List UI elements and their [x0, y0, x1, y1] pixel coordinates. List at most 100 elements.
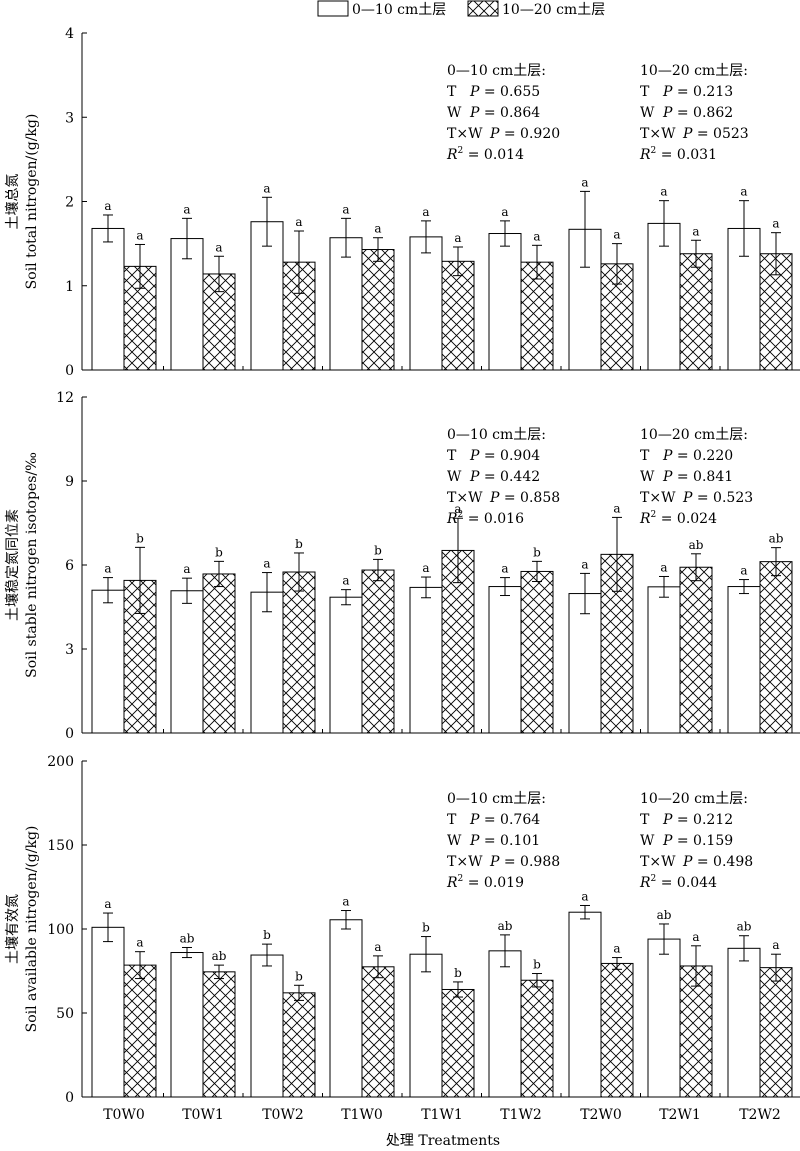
significance-letter: ab [498, 919, 513, 933]
stats-factor: T×W [640, 490, 676, 506]
bar-0-10cm [488, 233, 522, 371]
bar-0-10cm [91, 227, 125, 371]
stats-p-value: P = 0.841 [662, 469, 733, 485]
bar-0-10cm [568, 911, 602, 1098]
significance-letter: b [533, 545, 541, 559]
stats-p-value: P = 0.655 [469, 84, 540, 100]
significance-letter: a [613, 501, 620, 515]
stats-r2: R2 = 0.019 [446, 874, 524, 891]
stats-p-value: P = 0.920 [489, 126, 560, 142]
significance-letter: a [183, 202, 190, 216]
stats-factor: T×W [640, 126, 676, 142]
bar-0-10cm [647, 938, 681, 1098]
significance-letter: a [263, 181, 270, 195]
legend-swatch-crosshatch [467, 0, 499, 17]
bar-0-10cm [488, 950, 522, 1098]
significance-letter: b [454, 966, 462, 980]
significance-letter: b [374, 543, 382, 557]
stats-p-value: P = 0.159 [662, 833, 733, 849]
stats-factor: W [447, 105, 462, 121]
significance-letter: a [581, 175, 588, 189]
stats-factor: W [640, 105, 655, 121]
significance-letter: a [501, 205, 508, 219]
stats-factor: T×W [447, 490, 483, 506]
bar-10-20cm [361, 569, 395, 734]
stats-r2: R2 = 0.031 [639, 146, 717, 163]
significance-letter: ab [689, 538, 704, 552]
y-tick-label: 12 [56, 390, 74, 406]
stats-p-value: P = 0.862 [662, 105, 733, 121]
significance-letter: b [136, 531, 144, 545]
stats-r2: R2 = 0.014 [446, 146, 524, 163]
bar-0-10cm [727, 947, 761, 1098]
significance-letter: a [772, 217, 779, 231]
legend: 0—10 cm土层 10—20 cm土层 [317, 0, 605, 18]
significance-letter: a [692, 224, 699, 238]
stats-title: 10—20 cm土层: [640, 791, 748, 807]
x-axis-title: 处理 Treatments [386, 1133, 500, 1149]
stats-factor: T [447, 812, 457, 828]
significance-letter: a [295, 215, 302, 229]
bar-10-20cm [520, 570, 554, 734]
stats-title: 0—10 cm土层: [447, 791, 546, 807]
bar-0-10cm [488, 586, 522, 734]
y-tick-label: 4 [65, 26, 74, 42]
y-tick-label: 2 [65, 195, 74, 211]
significance-letter: a [342, 895, 349, 909]
significance-letter: a [422, 205, 429, 219]
significance-letter: a [613, 942, 620, 956]
significance-letter: a [740, 564, 747, 578]
x-tick-label: T2W2 [739, 1107, 781, 1123]
significance-letter: a [533, 229, 540, 243]
stats-p-value: P = 0.213 [662, 84, 733, 100]
bar-0-10cm [329, 596, 363, 734]
x-tick-label: T0W0 [103, 1107, 145, 1123]
stats-p-value: P = 0.858 [489, 490, 560, 506]
stats-r2: R2 = 0.016 [446, 510, 524, 527]
stats-r2: R2 = 0.024 [639, 510, 717, 527]
significance-letter: b [295, 537, 303, 551]
bar-0-10cm [647, 222, 681, 371]
significance-letter: a [581, 557, 588, 571]
significance-letter: a [136, 936, 143, 950]
bar-0-10cm [329, 237, 363, 371]
chart-panel-1: 0 1 2 3 4 土壤总氮 Soil total nitrogen/(g/kg) a a a a a… [4, 26, 800, 379]
y-axis-label-en: Soil stable nitrogen isotopes/‰ [24, 452, 40, 678]
y-axis-label-cn: 土壤总氮 [4, 174, 21, 230]
bar-10-20cm [520, 261, 554, 371]
y-tick-label: 150 [47, 838, 74, 854]
y-tick-label: 3 [65, 642, 74, 658]
significance-letter: a [772, 938, 779, 952]
stats-p-value: P = 0.212 [662, 812, 733, 828]
y-tick-label: 3 [65, 110, 74, 126]
chart-panel-3: 0 50 100 150 200 土壤有效氮 Soil available nitrogen… [4, 754, 800, 1123]
bar-0-10cm [329, 919, 363, 1098]
stats-factor: W [447, 833, 462, 849]
bar-0-10cm [170, 590, 204, 734]
bar-10-20cm [441, 260, 475, 371]
chart-panel-2: 0 3 6 9 12 土壤稳定氮同位素 Soil stable nitrogen isoto… [4, 390, 800, 742]
significance-letter: a [454, 231, 461, 245]
bar-10-20cm [361, 966, 395, 1098]
stats-p-value: P = 0.101 [469, 833, 540, 849]
legend-label-crosshatch: 10—20 cm土层 [502, 2, 605, 18]
y-axis-label-en: Soil total nitrogen/(g/kg) [24, 114, 40, 290]
stats-title: 10—20 cm土层: [640, 427, 748, 443]
bar-10-20cm [679, 965, 713, 1098]
bar-0-10cm [250, 591, 284, 734]
x-tick-label: T1W2 [500, 1107, 542, 1123]
stats-p-value: P = 0.220 [662, 448, 733, 464]
stats-title: 0—10 cm土层: [447, 63, 546, 79]
stats-factor: T [640, 84, 650, 100]
bar-10-20cm [759, 967, 793, 1098]
significance-letter: b [422, 921, 430, 935]
significance-letter: a [136, 228, 143, 242]
significance-letter: b [295, 969, 303, 983]
y-axis-label-cn: 土壤稳定氮同位素 [4, 509, 21, 621]
significance-letter: a [613, 228, 620, 242]
bar-10-20cm [441, 988, 475, 1098]
x-tick-label: T1W1 [421, 1107, 463, 1123]
bar-10-20cm [282, 571, 316, 734]
stats-p-value: P = 0.988 [489, 854, 560, 870]
